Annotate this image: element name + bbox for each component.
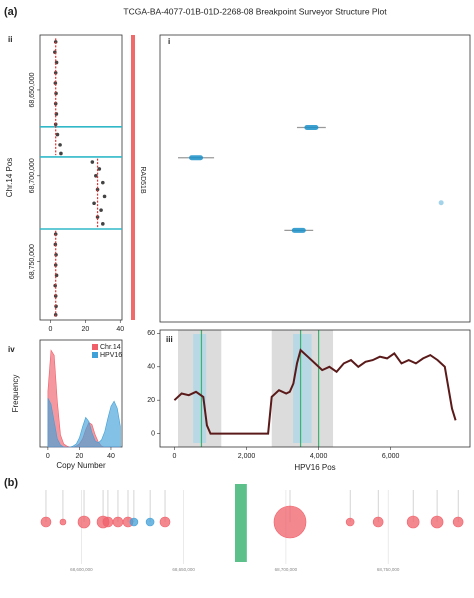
y-tick-label: 40 bbox=[147, 364, 155, 371]
panel-frame bbox=[159, 329, 471, 448]
x-tick-label: 0 bbox=[49, 326, 53, 333]
copy-number-point bbox=[53, 101, 58, 106]
panel-number: ii bbox=[8, 35, 12, 44]
copy-number-point bbox=[94, 173, 98, 178]
gene-bubble bbox=[112, 516, 124, 528]
copy-number-point bbox=[99, 208, 103, 212]
gene-bubble bbox=[129, 517, 139, 527]
y-axis-label: Chr.14 Pos bbox=[5, 158, 14, 198]
gene-bubble bbox=[430, 515, 444, 529]
copy-number-point bbox=[53, 40, 58, 44]
copy-number-point bbox=[95, 187, 100, 192]
y-tick-label: 68,650,000 bbox=[29, 72, 36, 107]
legend-label: HPV16 bbox=[100, 352, 122, 359]
copy-number-point bbox=[53, 70, 58, 75]
legend-swatch bbox=[92, 352, 98, 358]
x-tick-label: 20 bbox=[81, 326, 89, 333]
y-tick-label: 0 bbox=[151, 430, 155, 437]
panel-number: iii bbox=[166, 335, 173, 344]
copy-number-point bbox=[53, 263, 58, 267]
x-tick-label: 68,750,000 bbox=[377, 567, 400, 572]
gene-bubble bbox=[159, 516, 171, 528]
gene-bubble bbox=[273, 505, 307, 539]
breakpoint-cluster bbox=[189, 155, 204, 161]
support-reads bbox=[293, 334, 312, 443]
y-axis-label: Frequency bbox=[11, 375, 20, 413]
copy-number-point bbox=[101, 222, 105, 226]
x-axis-label: HPV16 Pos bbox=[294, 463, 335, 472]
support-reads bbox=[193, 334, 207, 443]
panel-number: i bbox=[168, 37, 170, 46]
copy-number-point bbox=[90, 160, 95, 164]
y-tick-label: 68,750,000 bbox=[29, 244, 36, 279]
gene-bubble bbox=[452, 516, 464, 528]
panel-number: iv bbox=[8, 345, 15, 354]
copy-number-point bbox=[59, 151, 63, 156]
x-tick-label: 40 bbox=[116, 326, 124, 333]
copy-number-point bbox=[58, 143, 62, 147]
gene-bar bbox=[131, 35, 135, 320]
x-tick-label: 68,650,000 bbox=[172, 567, 195, 572]
copy-number-point bbox=[53, 294, 58, 298]
gene-bubble bbox=[77, 515, 91, 529]
y-tick-label: 20 bbox=[147, 397, 155, 404]
x-tick-label: 20 bbox=[76, 453, 84, 460]
copy-number-line bbox=[173, 348, 457, 435]
x-tick-label: 6,000 bbox=[382, 453, 400, 460]
gene-bubble bbox=[406, 515, 420, 529]
panel-label: (a) bbox=[4, 6, 18, 18]
legend-swatch bbox=[92, 344, 98, 350]
x-tick-label: 68,700,000 bbox=[275, 567, 298, 572]
gene-bubble bbox=[40, 516, 52, 528]
x-tick-label: 68,600,000 bbox=[70, 567, 93, 572]
breakpoint-cluster bbox=[304, 124, 319, 130]
y-tick-label: 60 bbox=[147, 330, 155, 337]
x-tick-label: 2,000 bbox=[238, 453, 256, 460]
copy-number-point bbox=[101, 180, 105, 185]
x-tick-label: 40 bbox=[107, 453, 115, 460]
copy-number-point bbox=[55, 132, 60, 137]
gene-label: RAD51B bbox=[139, 166, 146, 194]
copy-number-point bbox=[97, 167, 102, 171]
panel-label: (b) bbox=[4, 477, 18, 489]
copy-number-point bbox=[95, 215, 100, 219]
breakpoint-cluster bbox=[438, 200, 444, 206]
y-tick-label: 68,700,000 bbox=[29, 158, 36, 193]
breakpoint-cluster bbox=[291, 227, 306, 233]
copy-number-point bbox=[53, 232, 58, 236]
panel-frame bbox=[159, 34, 471, 323]
gene-bubble bbox=[59, 518, 67, 526]
density-area bbox=[47, 397, 121, 448]
integration-region bbox=[234, 484, 247, 562]
x-axis-label: Copy Number bbox=[56, 461, 106, 470]
x-tick-label: 0 bbox=[172, 453, 176, 460]
legend-label: Chr.14 bbox=[100, 344, 121, 351]
gene-bubble bbox=[102, 516, 114, 528]
figure-title: TCGA-BA-4077-01B-01D-2268-08 Breakpoint … bbox=[123, 6, 387, 16]
copy-number-point bbox=[92, 201, 96, 206]
copy-number-point bbox=[102, 194, 107, 199]
gene-bubble bbox=[145, 517, 155, 527]
x-tick-label: 4,000 bbox=[310, 453, 328, 460]
x-tick-label: 0 bbox=[46, 453, 50, 460]
gene-bubble bbox=[372, 516, 384, 528]
gene-bubble bbox=[345, 517, 355, 527]
panel-frame bbox=[39, 34, 123, 321]
